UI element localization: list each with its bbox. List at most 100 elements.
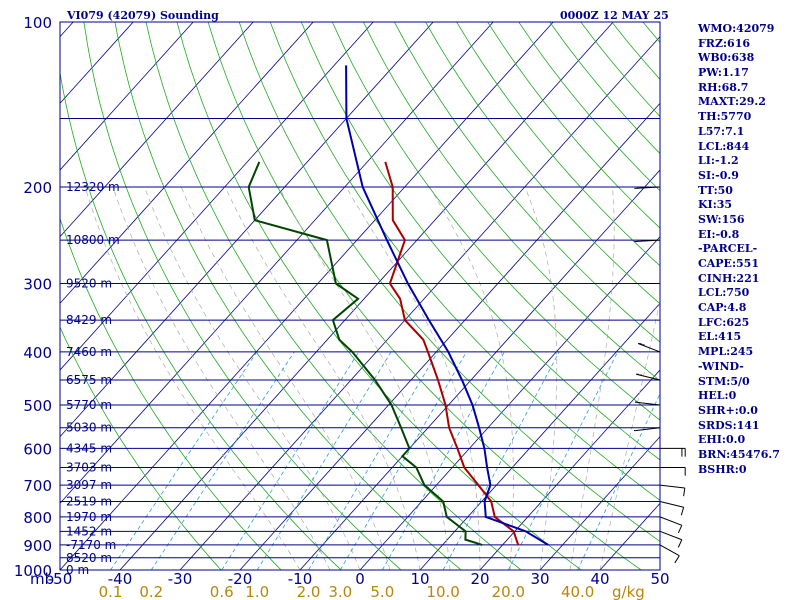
index-row: SHR+:0.0 [698, 403, 758, 417]
index-row: -WIND- [698, 359, 744, 373]
dewpoint-line [247, 161, 483, 546]
wind-barb-flag [677, 525, 683, 534]
mixing-ratio-line [442, 351, 560, 570]
wind-barb [659, 516, 683, 534]
temperature-tick-label: 10 [410, 570, 429, 588]
index-row: WB0:638 [698, 51, 755, 65]
index-row: EL:415 [698, 330, 742, 344]
index-row: PW:1.17 [698, 66, 749, 80]
isotherm-line [179, 36, 660, 570]
wind-barb-staff [635, 401, 661, 406]
moist-adiabat-line [345, 186, 481, 570]
isotherm-line [299, 169, 660, 570]
mixing-ratio-line [221, 351, 360, 570]
isotherm-line [60, 22, 434, 438]
temperature-tick-label: 50 [650, 570, 669, 588]
wind-barb [637, 343, 661, 353]
index-row: SRDS:141 [698, 418, 760, 432]
parcel-line [345, 65, 549, 546]
mixing-ratio-label: 2.0 [297, 583, 321, 600]
index-row: CAPE:551 [698, 257, 759, 270]
isotherm-line [0, 22, 13, 570]
index-row: FRZ:616 [698, 36, 751, 50]
wind-barb [636, 373, 661, 381]
wind-barb [659, 544, 680, 564]
pressure-tick-label: 900 [23, 537, 52, 555]
pressure-tick-label: 1000 [14, 562, 52, 580]
plot-area [60, 22, 660, 570]
moist-adiabat-line [524, 186, 558, 570]
index-row: SW:156 [698, 212, 745, 226]
wind-barb [660, 447, 686, 457]
wind-barb [659, 501, 685, 516]
wind-barb [634, 186, 661, 189]
index-row: CAP:4.8 [698, 301, 747, 315]
moist-adiabat-line [180, 186, 391, 570]
isotherm-line [60, 22, 314, 304]
index-row: HEL:0 [698, 389, 737, 403]
temperature-tick-label: -50 [48, 570, 73, 588]
pressure-unit-label: mb [30, 570, 54, 588]
wind-barbs [633, 186, 686, 564]
index-row: RH:68.7 [698, 80, 749, 94]
wind-barb-staff [659, 484, 685, 489]
wind-barb-flag [680, 507, 685, 516]
isotherm-line [359, 236, 660, 570]
wind-barb [635, 401, 661, 406]
wind-barb-flag [674, 555, 680, 564]
mixing-ratio-line [507, 351, 618, 570]
temperature-tick-label: 0 [355, 570, 365, 588]
isotherm-line [60, 22, 254, 238]
index-row: BRN:45476.7 [698, 447, 780, 461]
isotherm-line [479, 369, 660, 570]
height-label: -7170 m [66, 538, 116, 552]
mixing-ratio-label: 10.0 [426, 583, 459, 600]
isotherm-line [419, 302, 660, 570]
mixing-ratio-label: 20.0 [492, 583, 525, 600]
temperature-tick-label: -30 [168, 570, 193, 588]
index-row: LCL:844 [698, 139, 750, 153]
index-row: EI:-0.8 [698, 227, 740, 241]
moist-adiabat-line [278, 186, 451, 570]
index-row: BSHR:0 [698, 462, 747, 476]
mixing-ratio-label: 0.6 [210, 583, 234, 600]
wind-barb-staff [635, 427, 661, 432]
height-label: 7460 m [66, 345, 112, 359]
isotherm-line [60, 22, 494, 504]
isobars [60, 21, 660, 571]
height-label: 0 m [66, 563, 89, 577]
index-row: MAXT:29.2 [698, 95, 766, 109]
wind-barb [633, 427, 661, 432]
index-row: L57:7.1 [698, 124, 745, 138]
height-label: 1970 m [66, 510, 112, 524]
mixing-ratio-label: 0.2 [139, 583, 163, 600]
height-label: 12320 m [66, 180, 120, 194]
pressure-tick-label: 600 [23, 440, 52, 458]
mixing-unit-label: g/kg [612, 583, 645, 600]
mixing-ratio-line [577, 392, 660, 570]
moist-adiabat-line [569, 186, 615, 570]
pressure-tick-label: 300 [23, 275, 52, 293]
mixing-ratio-label: 5.0 [370, 583, 394, 600]
isotherm-line [119, 22, 614, 570]
temperature-line [384, 161, 520, 546]
wind-barb-staff [659, 544, 680, 557]
index-row: WMO:42079 [698, 22, 775, 35]
height-label: 10800 m [66, 233, 120, 247]
index-row: MPL:245 [698, 345, 754, 359]
plot-border [59, 21, 661, 571]
index-row: TH:5770 [698, 110, 752, 124]
pressure-tick-label: 800 [23, 509, 52, 527]
pressure-tick-label: 200 [23, 179, 52, 197]
mixing-ratio-label: 0.1 [99, 583, 123, 600]
height-label: 3703 m [66, 460, 112, 474]
wind-barb [660, 466, 686, 476]
temperature-tick-label: -40 [108, 570, 133, 588]
isotherm-line [539, 436, 660, 570]
temperature-tick-label: 20 [470, 570, 489, 588]
height-label: 5030 m [66, 421, 112, 435]
profile-lines [247, 65, 549, 546]
wind-barb [634, 239, 661, 243]
height-label: 1452 m [66, 524, 112, 538]
